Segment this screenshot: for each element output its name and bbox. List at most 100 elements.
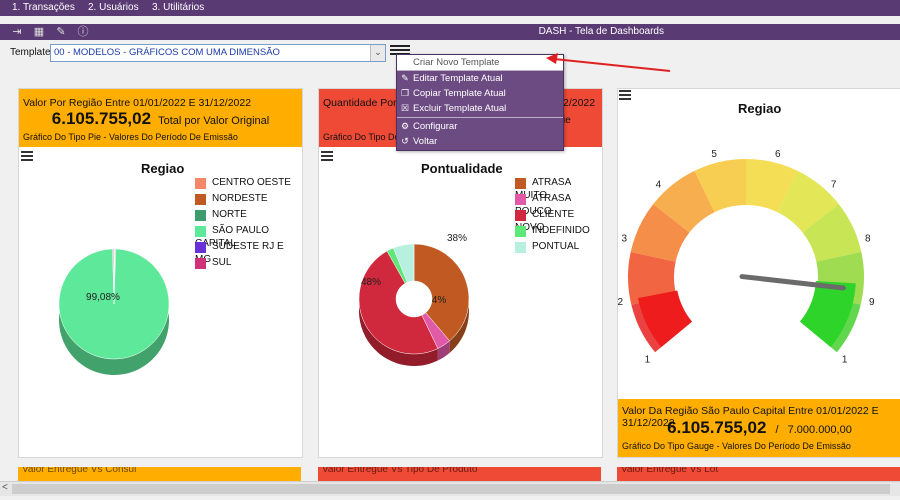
calculator-icon[interactable]: ▦ — [33, 26, 45, 38]
partial-title: Valor Entregue Vs Lot — [621, 467, 719, 475]
legend-swatch — [515, 193, 526, 205]
template-label: Template — [10, 47, 51, 58]
chevron-down-icon[interactable]: ⌄ — [370, 45, 385, 61]
legend-swatch — [515, 209, 526, 221]
panel-header-title-tail: 2/2022 — [563, 97, 596, 109]
template-select-value: 00 - MODELOS - GRÁFICOS COM UMA DIMENSÃO — [54, 47, 280, 58]
legend-swatch — [195, 177, 206, 189]
donut-chart: 38%4%48%2%6% — [358, 234, 470, 367]
tick-label: 5 — [711, 149, 717, 160]
tick-label: 6 — [775, 149, 781, 160]
menu-usuarios[interactable]: 2. Usuários — [88, 2, 139, 13]
tick-label: 4 — [656, 180, 662, 191]
gauge-needle — [739, 274, 846, 291]
legend-swatch — [195, 193, 206, 205]
legend-label: CLIENTE NOVO — [515, 209, 575, 233]
gauge-band — [746, 159, 798, 213]
chart-title: Pontualidade — [421, 161, 503, 176]
context-menu: Criar Novo Template ✎ Editar Template At… — [396, 54, 564, 151]
exit-icon[interactable]: ⇥ — [12, 26, 22, 38]
data-label: 99,08% — [86, 292, 120, 303]
menu-item-criar-template[interactable]: Criar Novo Template — [397, 55, 563, 70]
menu-item-voltar[interactable]: ↺ Voltar — [401, 136, 438, 147]
copy-icon: ❐ — [400, 88, 410, 98]
chart-menu-icon[interactable] — [21, 151, 33, 161]
legend-item: NORTE — [195, 209, 302, 225]
menu-item-copiar-template[interactable]: ❐ Copiar Template Atual — [400, 88, 506, 99]
pie-slice — [58, 248, 170, 360]
legend-item: INDEFINIDO — [515, 225, 602, 241]
panel-header-partial: Valor Entregue Vs Tipo De Produto — [318, 467, 601, 481]
gauge-band — [653, 170, 715, 233]
wrench-icon[interactable]: ✎ — [56, 26, 66, 38]
chevron-left-icon[interactable]: < — [2, 482, 8, 493]
menu-utilitarios[interactable]: 3. Utilitários — [152, 2, 205, 13]
big-value-suffix: Total por Valor Original — [158, 115, 270, 127]
horizontal-scrollbar[interactable]: < — [0, 481, 900, 496]
legend-item: CENTRO OESTE — [195, 177, 302, 193]
target-value: 7.000.000,00 — [787, 424, 852, 436]
chart-title: Regiao — [141, 161, 185, 176]
tick-label: 8 — [865, 233, 871, 244]
legend-item: ATRASA MUITO — [515, 177, 602, 201]
tick-label: 1 — [645, 355, 651, 366]
menu-item-editar-template[interactable]: ✎ Editar Template Atual — [401, 73, 503, 84]
legend-swatch — [515, 177, 526, 189]
menu-item-excluir-template[interactable]: ☒ Excluir Template Atual — [400, 103, 507, 114]
legend-swatch — [195, 241, 206, 253]
big-value: 6.105.755,02 — [51, 109, 152, 128]
window-title: DASH - Tela de Dashboards — [538, 26, 664, 37]
value-separator: / — [775, 424, 779, 436]
gauge-band — [694, 159, 746, 213]
big-value: 6.105.755,02 — [667, 418, 767, 437]
delete-icon: ☒ — [400, 103, 410, 113]
gauge-chart: 1 2 3 4 5 6 7 8 9 1 — [618, 149, 875, 366]
pie-slice — [112, 248, 115, 305]
data-label: 48% — [361, 277, 381, 288]
panel-header-subtitle-tail: ie — [563, 115, 571, 126]
panel-footer: Valor Da Região São Paulo Capital Entre … — [618, 399, 900, 457]
config-icon: ⚙ — [400, 121, 410, 131]
gauge-band — [628, 251, 677, 305]
legend-swatch — [195, 209, 206, 221]
scrollbar-thumb[interactable] — [12, 484, 890, 494]
info-icon[interactable]: ⓘ — [77, 26, 89, 38]
panel-footer-subtitle: Gráfico Do Tipo Gauge - Valores Do Perío… — [622, 441, 851, 451]
data-label: 4% — [432, 295, 447, 306]
panel-header-title: Quantidade Por R — [323, 97, 408, 109]
chart-title: Regiao — [738, 101, 782, 116]
pie-chart: 0,16%99,08% — [58, 248, 170, 375]
chart-menu-icon[interactable] — [321, 151, 333, 161]
annotation-arrow — [546, 53, 671, 72]
panel-header-partial: Valor Entregue Vs Consul — [18, 467, 301, 481]
legend-swatch — [515, 241, 526, 253]
tick-label: 7 — [831, 180, 837, 191]
panel-header-title: Valor Por Região Entre 01/01/2022 E 31/1… — [23, 97, 252, 109]
legend-swatch — [195, 225, 206, 237]
legend-label: PONTUAL — [532, 241, 580, 252]
legend-label: SÃO PAULO CAPITAL — [195, 225, 270, 249]
legend: CENTRO OESTE NORDESTE NORTE SÃO PAULO CAPIT… — [195, 177, 302, 273]
gauge-band — [777, 170, 839, 233]
legend-swatch — [515, 225, 526, 237]
menu-transacoes[interactable]: 1. Transações — [12, 2, 75, 13]
legend-item: SUDESTE RJ E MG — [195, 241, 302, 265]
legend: ATRASA MUITO ATRASA POUCO CLIENTE NOVO INDE… — [515, 177, 602, 257]
legend-label: SUL — [212, 257, 232, 268]
back-icon: ↺ — [401, 136, 409, 146]
gauge-band — [630, 204, 690, 262]
menu-item-configurar[interactable]: ⚙ Configurar — [400, 121, 458, 132]
template-select[interactable]: 00 - MODELOS - GRÁFICOS COM UMA DIMENSÃO… — [50, 44, 386, 62]
legend-item: SÃO PAULO CAPITAL — [195, 225, 302, 249]
panel-regiao-pie: Valor Por Região Entre 01/01/2022 E 31/1… — [18, 88, 303, 458]
legend-item: PONTUAL — [515, 241, 602, 257]
panel-regiao-gauge: Regiao 1 2 3 4 5 6 7 8 9 1 Valor Da Região São Pa… — [617, 88, 900, 458]
tick-label: 1 — [842, 355, 848, 366]
gauge-band-highlight — [799, 281, 856, 348]
legend-swatch — [195, 257, 206, 269]
legend-item: CLIENTE NOVO — [515, 209, 602, 233]
menu-bar: 1. Transações 2. Usuários 3. Utilitários — [0, 0, 900, 16]
partial-title: Valor Entregue Vs Tipo De Produto — [322, 467, 478, 475]
chart-menu-icon[interactable] — [619, 90, 631, 100]
legend-item: ATRASA POUCO — [515, 193, 602, 217]
